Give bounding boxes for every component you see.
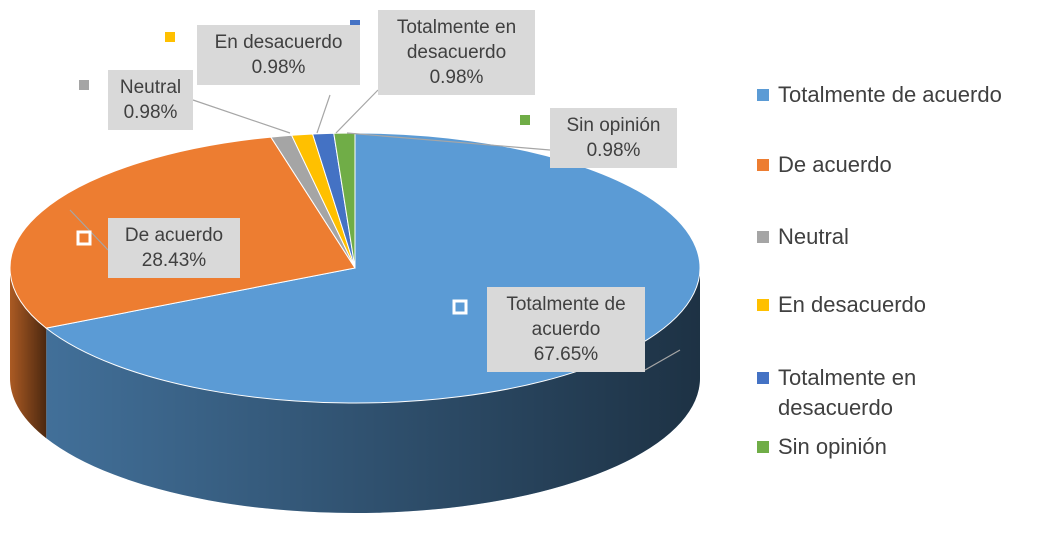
label-category: Neutral: [119, 77, 182, 98]
leader-line: [346, 132, 551, 151]
label-value: 0.98%: [586, 140, 641, 161]
label-value: 28.43%: [141, 250, 207, 271]
legend-item: Totalmente de acuerdo: [778, 82, 1002, 107]
label-category: Totalmente de acuerdo: [506, 294, 626, 340]
legend-swatch: [757, 231, 769, 243]
legend-item: Neutral: [778, 224, 849, 249]
legend-item: De acuerdo: [778, 152, 892, 177]
data-label: Totalmente en desacuerdo 0.98%: [378, 10, 535, 95]
label-marker: [76, 230, 92, 246]
label-marker: [452, 299, 468, 315]
label-category: Sin opinión: [566, 115, 661, 136]
leader-line: [192, 99, 291, 134]
label-marker: [79, 80, 89, 90]
label-category: De acuerdo: [124, 225, 224, 246]
side-shade: [10, 268, 47, 439]
label-value: 0.98%: [251, 57, 306, 78]
label-category: Totalmente en desacuerdo: [396, 17, 517, 63]
data-label: En desacuerdo 0.98%: [197, 25, 360, 85]
legend-swatch: [757, 159, 769, 171]
label-value: 0.98%: [123, 102, 178, 123]
label-value: 0.98%: [429, 67, 484, 88]
legend-swatch: [757, 441, 769, 453]
side-shade: [46, 268, 700, 513]
label-category: En desacuerdo: [214, 32, 343, 53]
slice: [333, 132, 356, 269]
data-label: De acuerdo 28.43%: [108, 218, 240, 278]
data-label: Sin opinión 0.98%: [550, 108, 677, 168]
legend-swatch: [757, 372, 769, 384]
label-value: 67.65%: [533, 344, 599, 365]
legend-item: Sin opinión: [778, 434, 887, 459]
data-label: Totalmente de acuerdo 67.65%: [487, 287, 645, 372]
leader-line: [316, 94, 331, 134]
leader-line: [335, 89, 379, 134]
legend-item: Totalmente en desacuerdo: [778, 365, 917, 420]
legend-swatch: [757, 89, 769, 101]
label-marker: [165, 32, 175, 42]
leader-line: [644, 349, 681, 371]
data-label: Neutral 0.98%: [108, 70, 193, 130]
label-marker: [520, 115, 530, 125]
leader-line: [69, 209, 109, 251]
legend-swatch: [757, 299, 769, 311]
legend-item: En desacuerdo: [778, 292, 926, 317]
